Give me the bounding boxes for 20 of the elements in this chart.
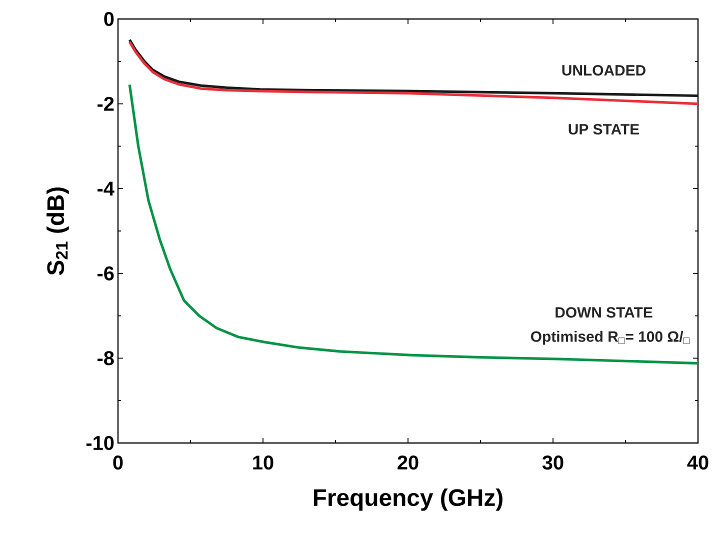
y-tick-label: -8 [98,351,114,366]
annotation: Optimised R$_{□}$= 100 Ω/$_{□}$ [530,330,690,345]
y-tick-label: -4 [98,182,114,196]
x-tick-label: 40 [687,456,708,470]
x-axis-title: Frequency (GHz) [314,488,502,511]
y-tick-label: -6 [98,266,114,280]
y-axis-title: S$_{21}$ (dB) [46,187,69,276]
x-tick-label: 10 [253,456,274,470]
line-series [128,40,698,106]
x-tick-label: 30 [542,456,564,470]
x-tick-label: 0 [113,456,123,470]
series-label: UP STATE [568,124,640,135]
series-label: UNLOADED [562,65,646,76]
line-series [128,83,698,365]
y-tick-label: -10 [86,436,114,450]
y-tick-label: -2 [98,96,114,111]
line-series [128,38,698,98]
x-tick-label: 20 [398,456,418,470]
text: DOWN STATE [556,307,652,318]
y-tick-label: 0 [104,12,114,26]
